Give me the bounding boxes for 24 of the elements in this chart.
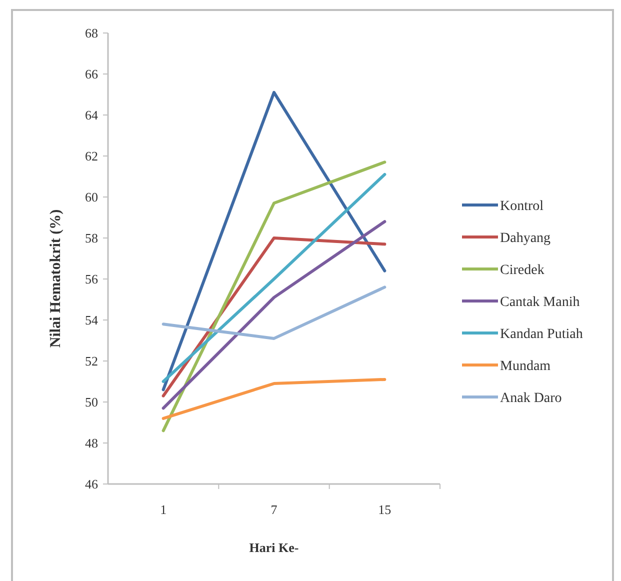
y-tick-label: 58: [85, 230, 98, 246]
x-tick-label: 15: [378, 502, 392, 517]
y-tick-label: 50: [85, 394, 98, 410]
legend-label: Kontrol: [500, 198, 544, 214]
y-tick-label: 66: [85, 66, 98, 82]
y-tick-label: 52: [85, 354, 98, 369]
legend-label: Dahyang: [500, 230, 551, 246]
legend-label: Cantak Manih: [500, 294, 580, 310]
legend-label: Anak Daro: [500, 390, 562, 406]
y-axis-title: Nilai Hematokrit (%): [48, 209, 64, 348]
y-tick-label: 48: [85, 436, 98, 451]
y-tick-label: 54: [85, 312, 98, 328]
legend-label: Ciredek: [500, 262, 544, 278]
x-tick-label: 7: [270, 502, 278, 517]
y-tick-label: 56: [85, 272, 98, 287]
y-tick-label: 68: [85, 26, 98, 41]
x-tick-label: 1: [160, 502, 167, 517]
legend-label: Kandan Putiah: [500, 326, 583, 342]
legend-label: Mundam: [500, 358, 551, 374]
y-tick-label: 64: [85, 108, 98, 123]
y-tick-label: 46: [85, 476, 98, 492]
y-tick-label: 60: [85, 190, 98, 205]
y-tick-label: 62: [85, 148, 98, 164]
x-axis-title: Hari Ke-: [249, 540, 299, 555]
